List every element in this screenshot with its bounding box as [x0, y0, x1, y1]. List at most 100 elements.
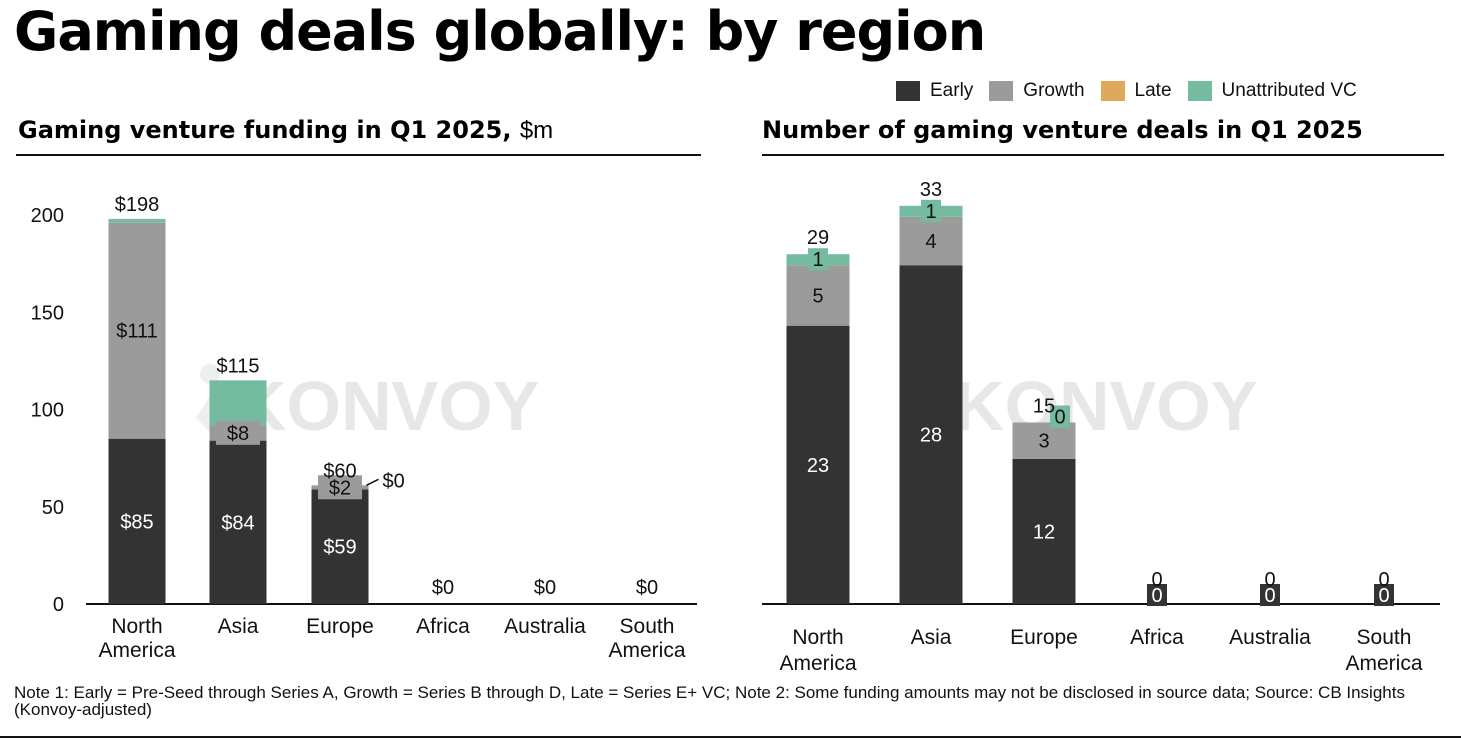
total-label: $0	[534, 577, 556, 599]
legend-swatch-growth	[989, 81, 1014, 101]
left-watermark-text: KONVOY	[236, 367, 539, 445]
left-watermark-logo-dot	[200, 364, 220, 384]
left-chart-title-text: Gaming venture funding in Q1 2025,	[18, 116, 512, 144]
legend: Early Growth Late Unattributed VC	[896, 80, 1357, 102]
bar-early	[786, 325, 850, 604]
bar-growth	[1012, 422, 1076, 459]
funding-chart: KONVOY050100150200$85$111$198NorthAmeric…	[31, 194, 697, 662]
legend-label-early: Early	[930, 80, 974, 101]
bar-early	[311, 489, 369, 604]
data-label-unattributed: 1	[925, 201, 936, 223]
total-label: $60	[323, 460, 356, 482]
data-label-early: 0	[1378, 585, 1389, 607]
data-label-growth: $111	[116, 321, 158, 343]
x-tick-label: Australia	[504, 615, 586, 638]
data-label-early: $84	[221, 512, 254, 534]
total-label: $198	[115, 194, 160, 216]
bar-early	[899, 265, 963, 604]
x-tick-label: America	[98, 639, 175, 662]
data-label-box-early	[1374, 584, 1394, 606]
bar-early	[108, 438, 166, 604]
bar-unattributed-vc	[108, 218, 166, 223]
bar-unattributed-vc	[209, 380, 267, 426]
data-label-early: 12	[1033, 521, 1055, 543]
left-watermark: KONVOY	[196, 364, 539, 445]
y-tick-label: 100	[31, 400, 64, 422]
data-label-box-early	[1147, 584, 1167, 606]
right-chart-title: Number of gaming venture deals in Q1 202…	[762, 116, 1363, 144]
x-tick-label: North	[792, 626, 843, 649]
left-title-rule	[16, 154, 701, 156]
x-tick-label: Asia	[911, 626, 952, 649]
total-label: $115	[216, 355, 259, 377]
bar-growth	[786, 265, 850, 326]
data-label-box-unattributed	[808, 248, 828, 271]
data-label-early: $59	[323, 537, 356, 559]
data-label-box-growth	[216, 420, 260, 445]
x-tick-label: South	[620, 615, 675, 638]
x-tick-label: Africa	[416, 615, 470, 638]
page-title: Gaming deals globally: by region	[14, 0, 986, 63]
legend-item-unattributed: Unattributed VC	[1187, 80, 1357, 102]
data-label-early: 0	[1264, 585, 1275, 607]
footnote: Note 1: Early = Pre-Seed through Series …	[14, 683, 1405, 719]
data-label-box-unattributed	[1050, 405, 1070, 428]
right-watermark: KONVOY	[914, 364, 1257, 445]
x-tick-label: America	[1345, 652, 1422, 675]
y-tick-label: 150	[31, 302, 64, 324]
x-tick-label: Africa	[1130, 626, 1184, 649]
data-label-early: $85	[120, 511, 153, 533]
x-tick-label: Europe	[1010, 626, 1078, 649]
data-label-leader	[366, 478, 379, 487]
legend-swatch-early	[896, 81, 920, 101]
data-label-early: 28	[920, 425, 942, 447]
left-chart-unit: $m	[519, 117, 554, 144]
data-label-growth: 4	[925, 231, 936, 253]
data-label-early: 0	[1151, 585, 1162, 607]
y-tick-label: 200	[31, 205, 64, 227]
total-label: $0	[636, 577, 658, 599]
data-label-box-unattributed	[921, 199, 941, 222]
total-label: 15	[1033, 396, 1055, 418]
legend-label-unattributed: Unattributed VC	[1221, 80, 1357, 101]
legend-label-growth: Growth	[1023, 80, 1085, 101]
x-tick-label: Europe	[306, 615, 374, 638]
x-tick-label: America	[608, 639, 685, 662]
data-label-growth: 3	[1038, 431, 1049, 453]
data-label-growth: $8	[227, 423, 249, 445]
total-label: 33	[920, 179, 942, 201]
data-label-box-early	[1260, 584, 1280, 606]
total-label: 0	[1378, 569, 1389, 591]
x-tick-label: America	[779, 652, 856, 675]
legend-swatch-late	[1100, 81, 1125, 101]
x-tick-label: South	[1357, 626, 1412, 649]
left-chart-title: Gaming venture funding in Q1 2025, $m	[18, 116, 553, 145]
right-title-rule	[762, 154, 1444, 156]
total-label: 0	[1264, 569, 1275, 591]
data-label-late: $0	[383, 470, 405, 492]
x-tick-label: Australia	[1229, 626, 1311, 649]
y-tick-label: 50	[42, 497, 64, 519]
data-label-unattributed: 0	[1054, 407, 1065, 429]
bar-growth	[108, 222, 166, 439]
deals-chart: KONVOY235129NorthAmerica284133Asia123015…	[762, 179, 1440, 675]
bar-early	[209, 440, 267, 604]
bar-growth	[899, 216, 963, 266]
right-watermark-text: KONVOY	[954, 367, 1257, 445]
bar-early	[1012, 458, 1076, 604]
legend-item-late: Late	[1100, 80, 1172, 102]
legend-item-early: Early	[896, 80, 973, 102]
legend-item-growth: Growth	[989, 80, 1085, 102]
data-label-early: 23	[807, 455, 829, 477]
total-label: 29	[807, 227, 829, 249]
bottom-rule	[0, 736, 1461, 738]
x-tick-label: Asia	[218, 615, 259, 638]
data-label-box-growth	[318, 475, 362, 500]
legend-label-late: Late	[1134, 80, 1172, 101]
data-label-growth: 5	[812, 285, 823, 307]
data-label-unattributed: 1	[812, 249, 823, 271]
data-label-growth: $2	[329, 477, 351, 499]
total-label: $0	[432, 577, 454, 599]
y-tick-label: 0	[53, 594, 64, 616]
